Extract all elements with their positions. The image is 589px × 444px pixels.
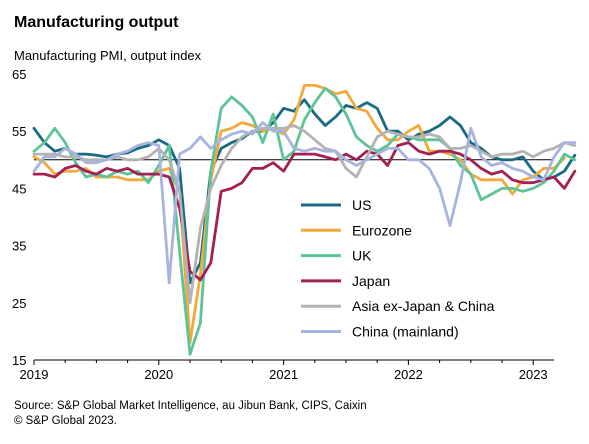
legend-label-4: Japan [352,273,390,289]
y-tick-label: 55 [12,124,26,139]
series-layer [32,84,577,356]
series-line-4 [32,141,577,282]
legend-label-1: US [352,197,371,213]
source-note: Source: S&P Global Market Intelligence, … [14,400,367,412]
chart-legend: US Eurozone UK Japan Asia ex-Japan & China Ch… [301,197,495,340]
series-line-5 [32,124,577,305]
legend-label-2: Eurozone [352,222,412,238]
y-tick-label: 35 [12,239,26,254]
chart-subtitle: Manufacturing PMI, output index [14,48,202,63]
y-tick-label: 15 [12,353,26,368]
chart-title: Manufacturing output [14,14,179,31]
copyright-note: © S&P Global 2023. [14,415,117,427]
x-tick-label: 2020 [144,367,173,382]
x-tick-label: 2023 [519,367,548,382]
legend-label-6: China (mainland) [352,324,459,340]
x-tick-label: 2021 [269,367,298,382]
legend-label-5: Asia ex-Japan & China [352,298,495,314]
legend-label-3: UK [352,248,372,264]
y-tick-label: 25 [12,296,26,311]
y-tick-label: 45 [12,181,26,196]
x-tick-label: 2019 [20,367,49,382]
series-line-3 [32,86,577,356]
x-tick-label: 2022 [394,367,423,382]
axes-layer: 15 25 35 45 55 65 2019 2020 2021 2022 2023 [12,67,554,382]
series-line-6 [32,121,577,285]
y-tick-label: 65 [12,67,26,82]
series-line-2 [32,84,566,345]
